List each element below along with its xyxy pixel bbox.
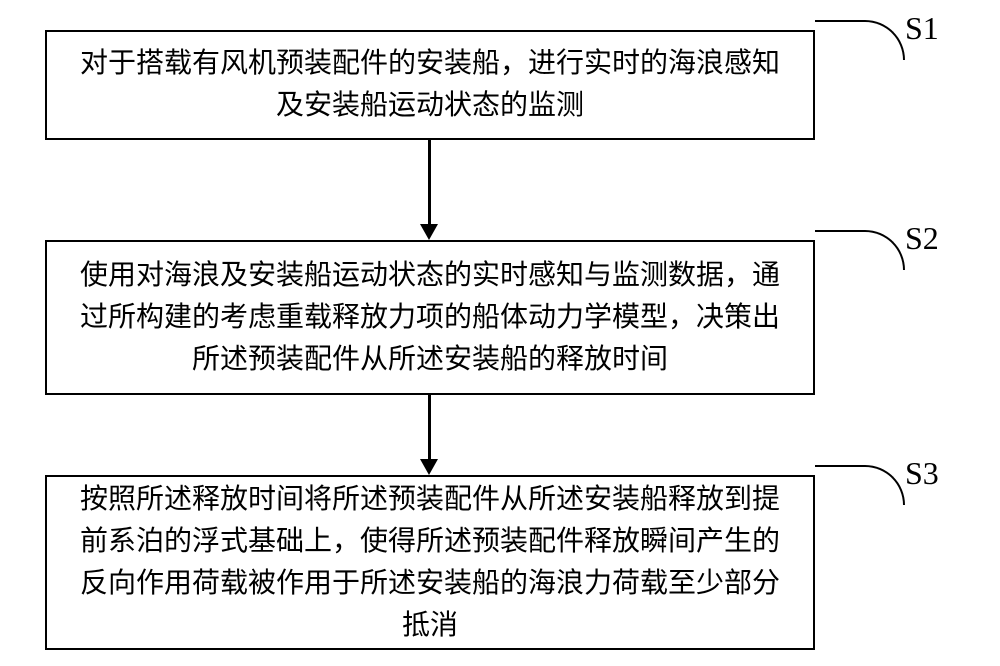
flowchart-node-s2: 使用对海浪及安装船运动状态的实时感知与监测数据，通过所构建的考虑重载释放力项的船… <box>45 240 815 395</box>
arrowhead-s2-s3 <box>420 459 438 475</box>
node-label-s1: S1 <box>905 10 939 47</box>
node-label-s2: S2 <box>905 220 939 257</box>
node-text: 使用对海浪及安装船运动状态的实时感知与监测数据，通过所构建的考虑重载释放力项的船… <box>67 255 793 381</box>
label-connector-s1 <box>815 20 905 60</box>
label-connector-s2 <box>815 230 905 270</box>
edge-s1-s2 <box>428 140 431 224</box>
arrowhead-s1-s2 <box>420 224 438 240</box>
node-text: 按照所述释放时间将所述预装配件从所述安装船释放到提前系泊的浮式基础上，使得所述预… <box>67 479 793 647</box>
flowchart-container: 对于搭载有风机预装配件的安装船，进行实时的海浪感知及安装船运动状态的监测 S1 … <box>0 0 1000 666</box>
label-connector-s3 <box>815 465 905 505</box>
node-label-s3: S3 <box>905 455 939 492</box>
flowchart-node-s1: 对于搭载有风机预装配件的安装船，进行实时的海浪感知及安装船运动状态的监测 <box>45 30 815 140</box>
flowchart-node-s3: 按照所述释放时间将所述预装配件从所述安装船释放到提前系泊的浮式基础上，使得所述预… <box>45 475 815 650</box>
edge-s2-s3 <box>428 395 431 459</box>
node-text: 对于搭载有风机预装配件的安装船，进行实时的海浪感知及安装船运动状态的监测 <box>67 43 793 127</box>
